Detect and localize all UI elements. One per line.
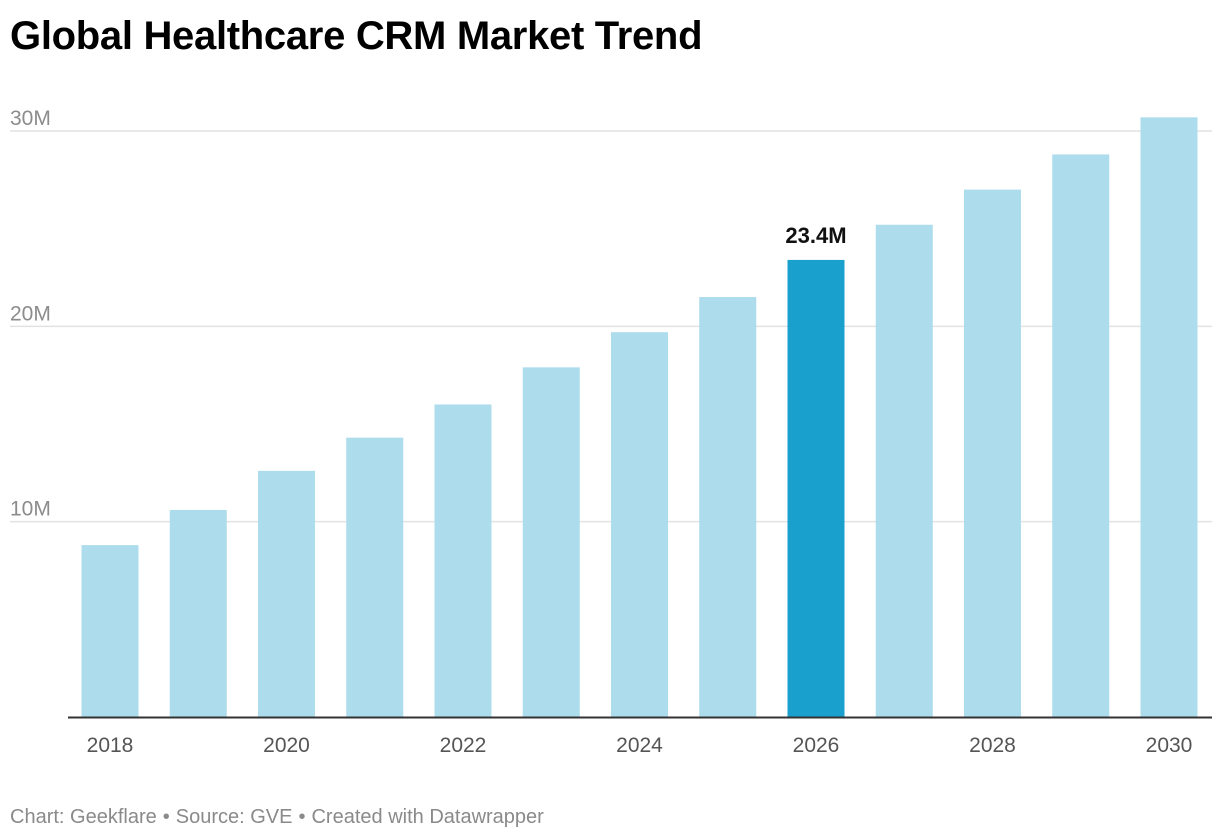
bar <box>1052 154 1110 717</box>
y-tick-label: 20M <box>10 302 51 325</box>
x-tick-label: 2030 <box>1146 734 1193 757</box>
bar-chart: 10M 20M 30M 23.4M 2018 2020 2022 2024 2026 2028… <box>10 107 1212 757</box>
footer-separator: • <box>298 806 306 828</box>
data-label: 23.4M <box>785 223 846 248</box>
footer-source: Source: GVE <box>175 806 293 828</box>
bar <box>699 297 757 717</box>
bar <box>1140 117 1198 718</box>
y-tick-label: 30M <box>10 107 51 130</box>
x-tick-label: 2022 <box>440 734 487 757</box>
bars <box>81 117 1198 718</box>
data-labels: 23.4M <box>785 223 846 248</box>
bar <box>611 332 668 717</box>
bar <box>169 509 227 717</box>
bar <box>964 189 1021 718</box>
bar <box>522 367 580 717</box>
footer-chart-credit: Chart: Geekflare <box>10 806 157 828</box>
bar <box>258 470 315 717</box>
bar <box>346 437 404 717</box>
x-tick-label: 2018 <box>87 734 134 757</box>
x-tick-label: 2026 <box>793 734 840 757</box>
bar <box>875 224 933 717</box>
x-tick-label: 2024 <box>616 734 663 757</box>
y-axis-tick-labels: 10M 20M 30M <box>10 107 51 521</box>
bar <box>81 545 139 717</box>
bar-highlighted <box>787 259 845 717</box>
chart-footer: Chart: Geekflare • Source: GVE • Created wit… <box>10 804 544 830</box>
x-tick-label: 2020 <box>263 734 310 757</box>
x-axis-tick-labels: 2018 2020 2022 2024 2026 2028 2030 <box>87 734 1193 757</box>
bar <box>434 404 492 717</box>
x-tick-label: 2028 <box>969 734 1016 757</box>
footer-created-with: Created with Datawrapper <box>311 806 544 828</box>
y-tick-label: 10M <box>10 498 51 521</box>
footer-separator: • <box>162 806 170 828</box>
chart-title: Global Healthcare CRM Market Trend <box>10 14 703 58</box>
